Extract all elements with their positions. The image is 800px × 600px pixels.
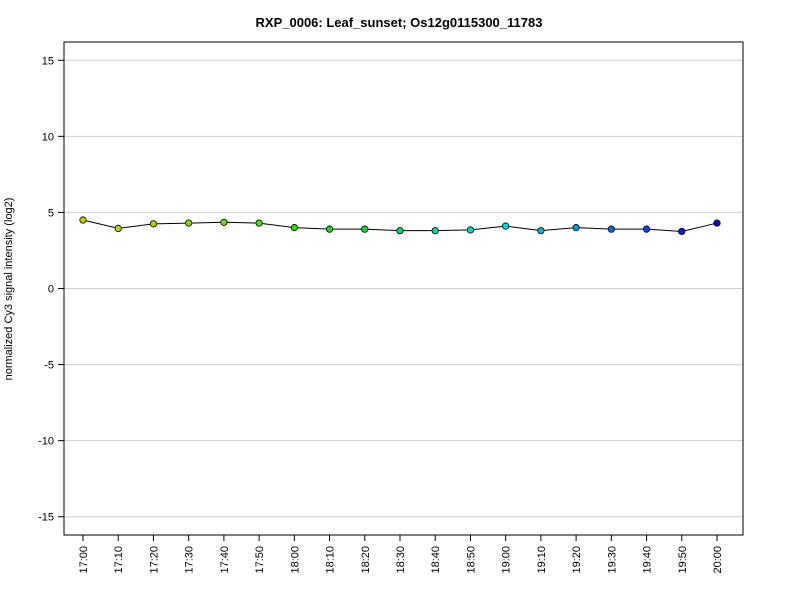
x-tick-label: 19:30	[606, 546, 618, 574]
x-tick-label: 19:10	[536, 546, 548, 574]
data-point	[290, 224, 298, 232]
x-tick-label: 18:20	[360, 546, 372, 574]
x-axis: 17:00 17:10 17:20 17:30 17:40 17:50 18:00 18:10…	[78, 535, 724, 574]
data-point	[185, 219, 193, 227]
data-point	[114, 224, 122, 232]
data-point	[678, 227, 686, 236]
x-tick-label: 17:00	[78, 546, 90, 574]
data-point	[502, 222, 510, 230]
x-tick-label: 19:20	[571, 546, 583, 574]
data-points	[79, 216, 721, 236]
x-tick-label: 18:30	[395, 546, 407, 574]
data-point	[607, 225, 615, 233]
y-axis: 15 10 5 0 -5 -10 -15	[38, 55, 64, 524]
x-tick-label: 17:30	[184, 546, 196, 574]
y-tick-label: 10	[42, 131, 54, 143]
x-tick-label: 19:00	[501, 546, 513, 574]
x-tick-label: 19:40	[642, 546, 654, 574]
x-tick-label: 18:00	[289, 546, 301, 574]
data-point	[255, 219, 263, 227]
data-point	[572, 224, 580, 232]
y-axis-label: normalized Cy3 signal intensity (log2)	[3, 198, 15, 381]
y-tick-label: 0	[48, 284, 54, 296]
data-point	[713, 219, 721, 227]
grid-lines	[64, 59, 743, 518]
x-tick-label: 17:40	[219, 546, 231, 574]
x-tick-label: 20:00	[712, 546, 724, 574]
y-tick-label: -10	[38, 436, 54, 448]
x-tick-label: 17:20	[148, 546, 160, 574]
y-tick-label: -15	[38, 512, 54, 524]
x-tick-label: 19:50	[677, 546, 689, 574]
x-tick-label: 18:40	[430, 546, 442, 574]
data-point	[396, 227, 404, 235]
data-point	[149, 220, 158, 228]
data-point	[466, 226, 475, 234]
y-tick-label: -5	[44, 360, 54, 372]
y-tick-label: 5	[48, 207, 54, 219]
x-tick-label: 17:10	[113, 546, 125, 574]
data-point	[79, 216, 87, 224]
y-tick-label: 15	[42, 55, 54, 67]
data-point	[361, 225, 369, 233]
chart-title: RXP_0006: Leaf_sunset; Os12g0115300_1178…	[256, 15, 543, 30]
x-tick-label: 18:10	[325, 546, 337, 574]
data-point	[220, 218, 228, 226]
x-tick-label: 17:50	[254, 546, 266, 574]
data-point	[537, 227, 545, 235]
data-point	[642, 225, 651, 233]
x-tick-label: 18:50	[465, 546, 477, 574]
data-point	[431, 227, 439, 235]
data-point	[325, 225, 334, 233]
